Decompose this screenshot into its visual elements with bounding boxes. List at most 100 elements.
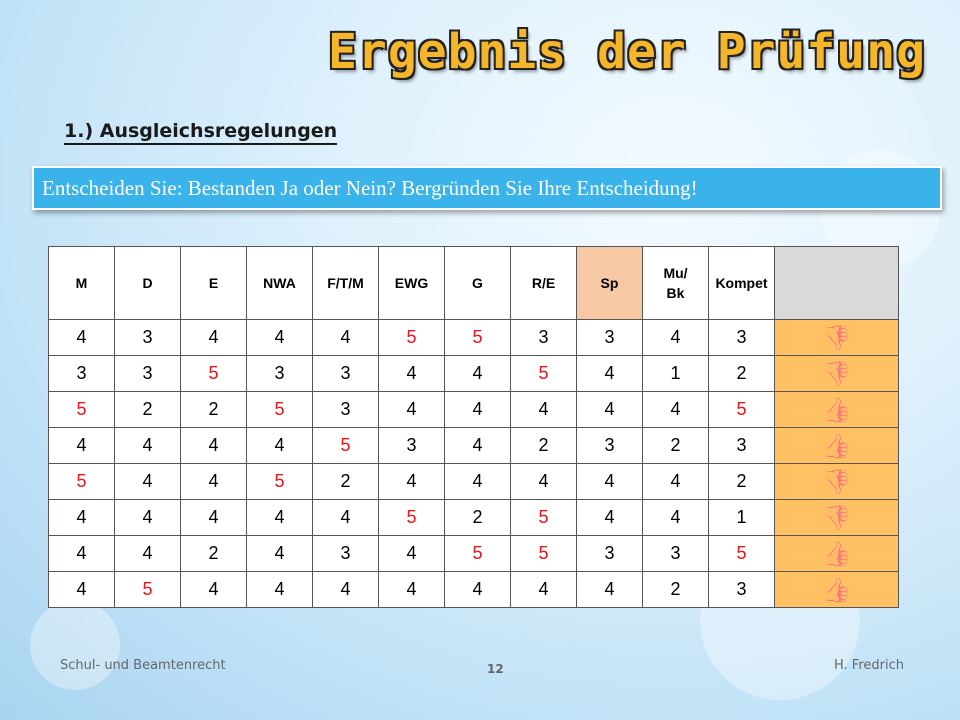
grade-cell: 2 [708, 463, 775, 500]
grade-cell: 4 [246, 427, 313, 464]
column-header: Mu/ Bk [642, 246, 709, 320]
grade-cell: 4 [180, 463, 247, 500]
column-header: EWG [378, 246, 445, 320]
grade-cell: 4 [378, 355, 445, 392]
grade-cell: 5 [246, 463, 313, 500]
grade-cell: 4 [312, 499, 379, 536]
grade-cell: 5 [510, 499, 577, 536]
thumbs-up-icon: 👍 [774, 535, 899, 572]
section-heading: 1.) Ausgleichsregelungen [64, 120, 338, 145]
table-header-row: M D E NWA F/T/M EWG G R/E Sp Mu/ Bk Komp… [48, 246, 899, 320]
column-header: Kompet [708, 246, 775, 320]
grade-cell: 2 [708, 355, 775, 392]
grade-cell: 2 [180, 535, 247, 572]
grade-cell: 4 [48, 571, 115, 608]
grade-cell: 5 [510, 355, 577, 392]
column-header-sport: Sp [576, 246, 643, 320]
grade-cell: 3 [576, 427, 643, 464]
grade-cell: 4 [246, 571, 313, 608]
thumbs-up-icon: 👍 [774, 571, 899, 608]
grade-cell: 3 [510, 319, 577, 356]
table-row: 5 4 4 5 2 4 4 4 4 4 2 👎 [48, 463, 899, 500]
table-row: 4 4 2 4 3 4 5 5 3 3 5 👍 [48, 535, 899, 572]
grade-cell: 5 [444, 319, 511, 356]
grade-cell: 5 [708, 391, 775, 428]
thumbs-down-icon: 👎 [774, 463, 899, 500]
column-header: R/E [510, 246, 577, 320]
grade-cell: 4 [510, 571, 577, 608]
grade-cell: 3 [708, 319, 775, 356]
grade-cell: 5 [246, 391, 313, 428]
grade-cell: 3 [642, 535, 709, 572]
grade-cell: 2 [180, 391, 247, 428]
decorative-bubble [30, 600, 120, 690]
table-row: 4 3 4 4 4 5 5 3 3 4 3 👎 [48, 319, 899, 356]
grade-cell: 4 [510, 463, 577, 500]
thumbs-down-icon: 👎 [774, 319, 899, 356]
grade-cell: 3 [576, 535, 643, 572]
grade-cell: 2 [114, 391, 181, 428]
grade-cell: 4 [642, 319, 709, 356]
column-header: M [48, 246, 115, 320]
grades-table: M D E NWA F/T/M EWG G R/E Sp Mu/ Bk Komp… [48, 246, 899, 608]
page-number: 12 [487, 662, 504, 676]
table-row: 5 2 2 5 3 4 4 4 4 4 5 👍 [48, 391, 899, 428]
column-header: E [180, 246, 247, 320]
grade-cell: 5 [48, 463, 115, 500]
grade-cell: 5 [48, 391, 115, 428]
column-header: F/T/M [312, 246, 379, 320]
grade-cell: 3 [378, 427, 445, 464]
grade-cell: 1 [708, 499, 775, 536]
grade-cell: 4 [114, 427, 181, 464]
footer-author: H. Fredrich [834, 658, 904, 673]
grade-cell: 4 [180, 319, 247, 356]
grade-cell: 3 [312, 535, 379, 572]
grade-cell: 4 [246, 499, 313, 536]
grade-cell: 4 [378, 571, 445, 608]
grade-cell: 4 [48, 499, 115, 536]
grade-cell: 3 [708, 427, 775, 464]
grade-cell: 3 [312, 391, 379, 428]
grade-cell: 4 [114, 535, 181, 572]
grade-cell: 3 [312, 355, 379, 392]
grade-cell: 4 [48, 427, 115, 464]
grade-cell: 4 [576, 391, 643, 428]
grade-cell: 5 [378, 319, 445, 356]
grade-cell: 2 [510, 427, 577, 464]
thumbs-up-icon: 👍 [774, 391, 899, 428]
grade-cell: 4 [378, 391, 445, 428]
grade-cell: 5 [708, 535, 775, 572]
grade-cell: 5 [444, 535, 511, 572]
table-row: 3 3 5 3 3 4 4 5 4 1 2 👎 [48, 355, 899, 392]
task-banner: Entscheiden Sie: Bestanden Ja oder Nein?… [32, 166, 942, 210]
table-row: 4 4 4 4 5 3 4 2 3 2 3 👍 [48, 427, 899, 464]
thumbs-up-icon: 👍 [774, 427, 899, 464]
table-row: 4 5 4 4 4 4 4 4 4 2 3 👍 [48, 571, 899, 608]
slide-title: Ergebnis der Prüfung [328, 24, 926, 80]
grade-cell: 4 [246, 319, 313, 356]
grade-cell: 4 [642, 463, 709, 500]
grade-cell: 4 [444, 571, 511, 608]
grade-cell: 5 [114, 571, 181, 608]
thumbs-down-icon: 👎 [774, 499, 899, 536]
grade-cell: 4 [180, 571, 247, 608]
grade-cell: 4 [444, 463, 511, 500]
grade-cell: 4 [444, 427, 511, 464]
grade-cell: 2 [312, 463, 379, 500]
footer-course: Schul- und Beamtenrecht [60, 658, 226, 673]
grade-cell: 3 [114, 319, 181, 356]
grade-cell: 3 [576, 319, 643, 356]
grade-cell: 4 [114, 463, 181, 500]
grade-cell: 4 [312, 571, 379, 608]
grade-cell: 2 [642, 427, 709, 464]
grade-cell: 4 [576, 571, 643, 608]
grade-cell: 4 [444, 355, 511, 392]
grade-cell: 5 [180, 355, 247, 392]
grade-cell: 4 [510, 391, 577, 428]
grade-cell: 5 [510, 535, 577, 572]
grade-cell: 4 [378, 535, 445, 572]
grade-cell: 4 [576, 355, 643, 392]
grade-cell: 1 [642, 355, 709, 392]
grade-cell: 4 [642, 499, 709, 536]
column-header: NWA [246, 246, 313, 320]
